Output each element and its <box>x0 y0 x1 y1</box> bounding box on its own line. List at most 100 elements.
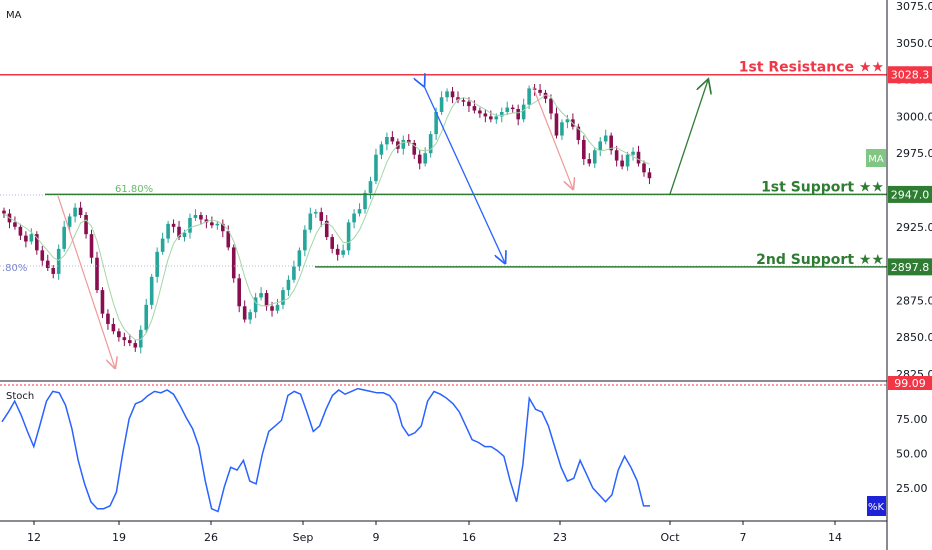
candle-body <box>582 139 586 160</box>
candle-body <box>549 98 553 114</box>
candle-body <box>177 226 181 238</box>
candle-body <box>625 154 630 167</box>
candle-body <box>363 192 367 210</box>
time-tick-label: 19 <box>112 531 126 544</box>
stoch-tick-label: 75.00 <box>896 413 928 426</box>
candle-body <box>100 290 105 314</box>
candle-body <box>144 304 149 330</box>
candle-body <box>188 217 192 233</box>
candle-body <box>341 250 345 255</box>
candle-body <box>346 222 351 251</box>
candle-body <box>467 101 471 107</box>
candle-body <box>182 232 187 238</box>
price-tick-label: 2925.0 <box>896 221 932 234</box>
candle-body <box>231 247 236 279</box>
stoch-tick-label: 50.00 <box>896 448 928 461</box>
candle-body <box>532 88 537 90</box>
ma-line <box>3 94 650 341</box>
candle-body <box>439 97 444 112</box>
candle-body <box>193 215 198 218</box>
candle-body <box>417 154 422 164</box>
candle-body <box>527 88 531 105</box>
k-badge <box>867 496 886 516</box>
candle-body <box>554 113 559 136</box>
candle-body <box>215 223 220 226</box>
candle-body <box>281 290 285 305</box>
time-axis[interactable]: 12 19 26 Sep 9 16 23 Oct 7 14 <box>0 520 887 544</box>
candle-body <box>286 279 291 291</box>
candle-body <box>24 235 28 242</box>
candle-body <box>248 312 252 320</box>
stoch-tick-label: 25.00 <box>896 482 928 495</box>
candle-body <box>647 172 652 179</box>
stoch-title: Stoch <box>6 391 34 402</box>
candle-body <box>505 107 510 112</box>
time-tick-label: Oct <box>660 531 680 544</box>
candle-body <box>155 251 159 277</box>
candle-body <box>237 278 242 307</box>
price-tick-label: 3050.0 <box>896 37 932 50</box>
candle-body <box>620 160 624 167</box>
support-2-label: 2nd Support ★★ <box>756 252 884 268</box>
candle-body <box>598 141 603 151</box>
price-axis[interactable]: 3075.03050.03025.03000.02975.02950.02925… <box>886 0 932 550</box>
candle-body <box>592 150 597 164</box>
candle-body <box>259 293 263 298</box>
resistance-label: 1st Resistance ★★ <box>739 60 884 76</box>
resistance-price-tag <box>888 66 932 84</box>
candle-body <box>204 219 209 223</box>
candle-body <box>510 107 515 110</box>
candle-body <box>95 257 99 291</box>
time-tick-label: Sep <box>293 531 314 544</box>
support-2-price-tag <box>888 258 932 276</box>
candle-body <box>270 306 274 311</box>
price-tick-label: 2850.0 <box>896 331 932 344</box>
resistance-price-tag-text: 3028.3 <box>891 69 930 82</box>
price-tick-label: 2875.0 <box>896 294 932 307</box>
red-down-arrow-1 <box>57 195 115 368</box>
candle-body <box>264 293 269 307</box>
candle-body <box>73 207 77 217</box>
candle-body <box>324 220 329 238</box>
candle-body <box>357 209 362 214</box>
time-tick-label: 23 <box>553 531 567 544</box>
candle-body <box>122 337 127 341</box>
price-tick-label: 3000.0 <box>896 110 932 123</box>
price-tick-label: 2975.0 <box>896 147 932 160</box>
projected-up-arrow <box>669 80 708 195</box>
candle-body <box>461 100 466 102</box>
candle-body <box>226 231 231 248</box>
candle-body <box>45 260 50 269</box>
candle-body <box>636 151 641 164</box>
candle-body <box>489 116 493 120</box>
candle-body <box>390 137 395 142</box>
candle-body <box>84 215 88 235</box>
candle-body <box>18 226 23 236</box>
candle-body <box>171 223 176 227</box>
candle-body <box>576 126 581 140</box>
candle-body <box>40 250 45 261</box>
candle-body <box>199 215 203 220</box>
candle-body <box>516 109 520 120</box>
candle-body <box>445 91 449 98</box>
fib-label-618: 61.80% <box>115 184 153 195</box>
candle-body <box>335 248 340 255</box>
candle-body <box>242 306 247 320</box>
candle-body <box>2 210 6 214</box>
candle-body <box>13 222 17 227</box>
candle-body <box>62 226 66 249</box>
ma-badge <box>866 149 886 167</box>
time-tick-label: 9 <box>373 531 380 544</box>
indicator-label: MA <box>6 10 22 21</box>
stoch-pane: Stoch %K <box>0 384 887 516</box>
candle-body <box>319 212 324 221</box>
candle-body <box>149 276 154 305</box>
k-badge-text: %K <box>868 502 885 513</box>
time-tick-label: 7 <box>740 531 747 544</box>
candle-body <box>478 110 482 114</box>
time-tick-label: 14 <box>828 531 842 544</box>
candle-body <box>483 113 488 117</box>
candle-body <box>29 234 34 242</box>
candle-body <box>292 266 296 280</box>
candle-body <box>368 181 373 193</box>
